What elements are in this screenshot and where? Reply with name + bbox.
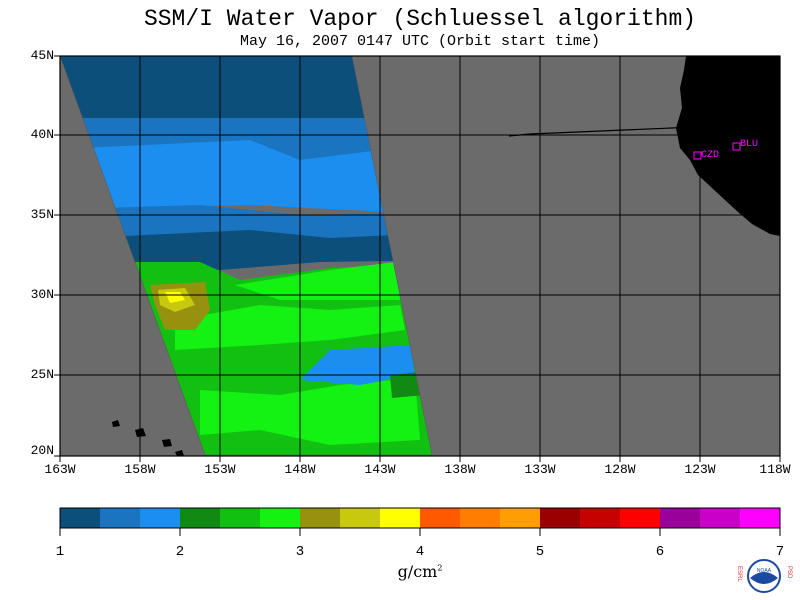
lon-label-143w: 143W	[364, 462, 396, 477]
hawaii-island-4	[175, 450, 184, 456]
graticule	[60, 56, 780, 456]
colorbar-tick-6: 6	[655, 544, 665, 560]
colorbar-tick-1: 1	[55, 544, 65, 560]
noaa-logo: NOAA ESRL PSD	[736, 559, 792, 593]
region-outline-top	[508, 133, 531, 137]
map-frame	[59, 55, 781, 457]
colorbar-swatch	[420, 508, 461, 528]
map-subtitle: May 16, 2007 0147 UTC (Orbit start time)	[239, 33, 601, 50]
lon-label-138w: 138W	[444, 462, 476, 477]
hawaii-island-3	[162, 439, 172, 447]
units-exponent: 2	[437, 563, 443, 573]
esrl-text: ESRL	[736, 566, 742, 582]
station-markers: CZD BLU	[693, 139, 758, 161]
colorbar-swatch	[660, 508, 701, 528]
land-masses	[112, 56, 780, 456]
lon-label-123w: 123W	[684, 462, 716, 477]
colorbar	[60, 508, 781, 528]
colorbar-swatch	[220, 508, 261, 528]
colorbar-swatch	[300, 508, 341, 528]
lat-label-30n: 30N	[30, 287, 54, 302]
colorbar-units: g/cm2	[380, 562, 460, 581]
lon-label-158w: 158W	[124, 462, 156, 477]
lat-label-45n: 45N	[30, 48, 54, 63]
colorbar-swatch	[380, 508, 421, 528]
units-text: g/cm	[397, 562, 438, 581]
swath-band-bright-green-3	[200, 378, 420, 445]
axis-ticks	[54, 55, 781, 462]
colorbar-swatch	[740, 508, 781, 528]
station-czd-label: CZD	[701, 150, 719, 161]
lon-label-163w: 163W	[44, 462, 76, 477]
colorbar-swatch	[340, 508, 381, 528]
colorbar-swatch	[180, 508, 221, 528]
colorbar-swatch	[540, 508, 581, 528]
colorbar-tick-3: 3	[295, 544, 305, 560]
map-title: SSM/I Water Vapor (Schluessel algorithm)	[143, 6, 697, 32]
colorbar-swatch	[140, 508, 181, 528]
colorbar-ticks	[59, 528, 781, 536]
swath-band-bright-green-1	[235, 262, 400, 300]
california-land	[676, 56, 780, 236]
station-czd-marker	[693, 151, 702, 160]
colorbar-swatch	[60, 508, 101, 528]
colorbar-swatch	[700, 508, 741, 528]
noaa-bird-icon	[750, 572, 778, 584]
swath-band-dark-green	[390, 372, 425, 398]
psd-text: PSD	[786, 566, 792, 579]
lon-label-118w: 118W	[759, 462, 791, 477]
lon-label-153w: 153W	[204, 462, 236, 477]
hawaii-island-1	[112, 420, 120, 427]
lat-label-25n: 25N	[30, 367, 54, 382]
lon-label-128w: 128W	[604, 462, 636, 477]
lat-label-35n: 35N	[30, 207, 54, 222]
swath-band-light-blue	[60, 140, 432, 215]
noaa-seal-text: NOAA	[757, 568, 772, 574]
colorbar-tick-5: 5	[535, 544, 545, 560]
lon-label-148w: 148W	[284, 462, 316, 477]
swath-band-dark-blue-2	[60, 230, 432, 270]
colorbar-swatch	[580, 508, 621, 528]
colorbar-swatch	[260, 508, 301, 528]
lat-label-20n: 20N	[30, 443, 54, 458]
colorbar-tick-2: 2	[175, 544, 185, 560]
lat-label-40n: 40N	[30, 127, 54, 142]
region-outline	[529, 126, 696, 135]
lon-label-133w: 133W	[524, 462, 556, 477]
colorbar-swatch	[620, 508, 661, 528]
station-blu-label: BLU	[740, 139, 758, 150]
colorbar-tick-4: 4	[415, 544, 425, 560]
colorbar-swatch	[100, 508, 141, 528]
colorbar-tick-7: 7	[775, 544, 785, 560]
swath-band-bright-green-2	[175, 305, 405, 350]
colorbar-swatch	[460, 508, 501, 528]
colorbar-swatch	[500, 508, 541, 528]
station-blu-marker	[732, 142, 741, 151]
